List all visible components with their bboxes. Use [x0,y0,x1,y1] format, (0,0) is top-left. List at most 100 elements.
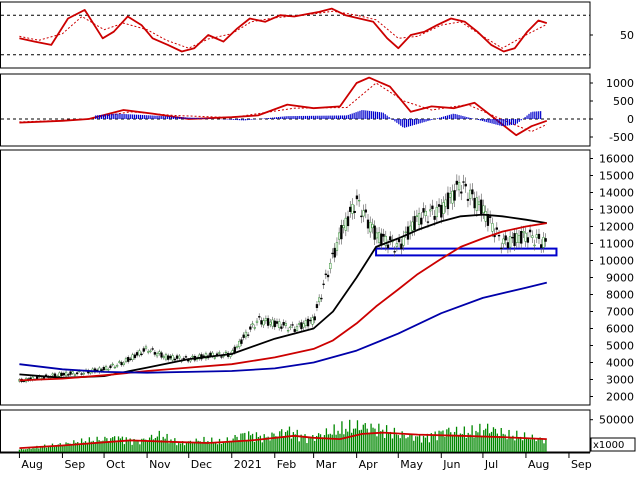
candle-body [528,229,532,233]
x-tick-label: May [400,458,423,471]
candle-body [249,326,252,330]
candle-body [482,205,485,213]
candle-body [413,216,416,231]
candle-body [315,304,319,308]
candle-body [357,199,361,202]
candle-body [131,354,134,360]
candle-body [402,235,405,246]
macd-histogram [95,110,542,128]
candle-body [335,242,339,251]
candle-body [262,320,265,326]
candle-body [433,215,436,220]
candle-body [453,190,456,201]
candle-body [504,235,507,241]
x-tick-label: Mar [316,458,337,471]
candle-body [264,318,268,322]
candle-body [480,199,483,216]
candle-body [542,237,545,248]
price-tick-label: 8000 [606,289,634,302]
macd-line [19,82,548,133]
price-line [19,281,548,374]
candle-body [171,355,174,361]
candle-body [82,372,85,375]
price-tick-label: 13000 [599,204,634,217]
candle-body [435,206,439,218]
candle-body [524,232,527,242]
candle-body [244,331,248,338]
candle-body [182,358,185,360]
candle-body [118,361,121,363]
candle-body [60,372,63,376]
candle-body [351,204,354,214]
x-tick-label: Oct [106,458,126,471]
macd-panel: 1000 500 0 -500 [0,73,634,147]
macd-tick-label: 500 [613,95,634,108]
candle-body [80,373,83,375]
candle-body [284,323,288,326]
candle-body [155,353,159,357]
candle-body [340,225,343,240]
candle-body [269,321,272,325]
candle-body [426,221,430,223]
candle-body [500,247,503,250]
price-panel: 16000 15000 14000 13000 12000 11000 10000 9000 8… [0,149,634,406]
candle-body [304,320,308,326]
candle-body [258,316,261,318]
candle-body [331,252,334,255]
candle-body [173,358,177,361]
candle-body [411,221,414,231]
rsi-line [19,10,548,49]
candle-body [471,189,474,195]
candle-body [424,210,427,216]
candle-body [169,355,172,359]
macd-tick-label: 1000 [606,77,634,90]
candle-body [446,192,450,210]
candle-body [475,197,478,211]
candle-body [506,242,510,249]
candle-body [102,366,105,371]
candle-body [466,198,470,201]
price-line [19,222,547,382]
candle-body [488,216,492,218]
candle-body [540,244,543,248]
candle-body [451,190,454,204]
candle-body [377,232,381,243]
candle-body [382,233,385,237]
candle-body [311,317,314,325]
candle-body [280,326,283,329]
candle-body [213,357,216,359]
price-frame [0,149,591,406]
candle-body [135,352,139,356]
candle-body [300,322,303,330]
price-tick-label: 5000 [606,340,634,353]
price-tick-label: 4000 [606,357,634,370]
candle-body [455,180,458,185]
volume-panel: 50000 x1000 [0,409,636,453]
candle-body [313,316,316,321]
candle-body [153,352,157,355]
rsi-panel: 50 [0,1,634,69]
candle-body [457,182,461,191]
candle-body [497,235,501,237]
candle-body [36,376,39,380]
candle-body [318,297,321,303]
candle-body [515,233,518,243]
candle-body [400,243,403,250]
candle-body [133,354,137,359]
candle-body [51,373,54,376]
candle-body [73,374,77,376]
candle-body [253,327,256,329]
candle-body [484,211,487,222]
candle-body [373,225,376,240]
candle-body [260,320,263,325]
candle-body [537,233,541,239]
price-line [19,213,547,379]
candle-body [513,233,516,246]
x-tick-label: Sep [571,458,592,471]
price-tick-label: 16000 [599,153,634,166]
rsi-frame [0,1,591,69]
candle-body [142,348,145,352]
candle-body [71,371,74,374]
candle-body [242,334,245,338]
